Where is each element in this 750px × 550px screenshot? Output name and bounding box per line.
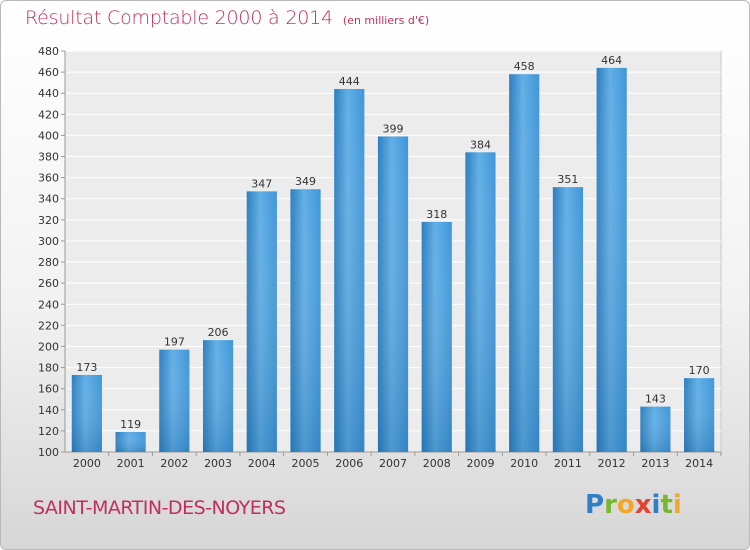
bar-shade (509, 74, 540, 452)
y-tick-label: 460 (38, 66, 59, 79)
y-tick-label: 180 (38, 362, 59, 375)
y-tick-label: 260 (38, 277, 59, 290)
bar-shade (377, 136, 409, 452)
data-label: 318 (426, 208, 447, 221)
x-tick-label: 2006 (335, 457, 363, 470)
data-label: 351 (557, 173, 578, 186)
logo-letter: P (585, 490, 605, 520)
x-tick-label: 2001 (117, 457, 145, 470)
data-label: 173 (76, 361, 97, 374)
y-tick-label: 340 (38, 193, 59, 206)
y-tick-label: 360 (38, 172, 59, 185)
y-tick-label: 400 (38, 129, 59, 142)
data-label: 170 (689, 364, 710, 377)
data-label: 119 (120, 418, 141, 431)
y-tick-label: 480 (38, 45, 59, 58)
data-label: 143 (645, 393, 666, 406)
logo-letter: r (604, 490, 617, 520)
bar-shade (640, 406, 671, 452)
logo-letter: i (651, 490, 661, 520)
y-tick-label: 160 (38, 383, 59, 396)
y-tick-label: 220 (38, 319, 59, 332)
title-row: Résultat Comptable 2000 à 2014 (en millie… (25, 7, 429, 29)
x-tick-label: 2014 (685, 457, 713, 470)
x-tick-label: 2000 (73, 457, 101, 470)
bar-shade (684, 378, 715, 452)
y-tick-label: 140 (38, 404, 59, 417)
y-tick-label: 120 (38, 425, 59, 438)
data-label: 399 (383, 122, 404, 135)
chart-subtitle: (en milliers d'€) (342, 14, 430, 27)
x-tick-label: 2009 (466, 457, 494, 470)
bar-shade (596, 67, 627, 452)
x-tick-label: 2008 (423, 457, 451, 470)
data-label: 206 (208, 326, 229, 339)
y-tick-label: 200 (38, 340, 59, 353)
logo-letter: t (660, 490, 673, 520)
y-tick-label: 280 (38, 256, 59, 269)
y-tick-label: 420 (38, 108, 59, 121)
logo-letter: i (672, 490, 682, 520)
x-tick-label: 2005 (292, 457, 320, 470)
bar-shade (159, 349, 190, 452)
data-label: 349 (295, 175, 316, 188)
bar-shade (552, 187, 584, 452)
data-label: 458 (514, 60, 535, 73)
data-label: 197 (164, 336, 185, 349)
bar-shade (246, 191, 277, 452)
y-tick-label: 320 (38, 214, 59, 227)
logo-letter: x (634, 490, 652, 520)
x-tick-label: 2007 (379, 457, 407, 470)
bar-shade (421, 221, 452, 452)
y-tick-label: 380 (38, 151, 59, 164)
proxiti-logo: Proxiti (585, 490, 682, 520)
x-tick-label: 2011 (554, 457, 582, 470)
bar-shade (202, 340, 234, 452)
x-tick-label: 2012 (598, 457, 626, 470)
x-tick-label: 2002 (160, 457, 188, 470)
logo-letter: o (616, 490, 635, 520)
x-tick-label: 2013 (641, 457, 669, 470)
data-label: 347 (251, 177, 272, 190)
x-tick-label: 2010 (510, 457, 538, 470)
bar-shade (290, 189, 321, 452)
chart-title: Résultat Comptable 2000 à 2014 (25, 7, 333, 29)
y-tick-label: 240 (38, 298, 59, 311)
commune-name: SAINT-MARTIN-DES-NOYERS (33, 497, 286, 519)
bar-shade (71, 374, 102, 452)
y-tick-label: 100 (38, 446, 59, 459)
data-label: 444 (339, 75, 360, 88)
data-label: 384 (470, 138, 491, 151)
bar-shade (115, 431, 146, 452)
data-label: 464 (601, 54, 622, 67)
x-tick-label: 2004 (248, 457, 276, 470)
y-tick-label: 300 (38, 235, 59, 248)
bar-shade (334, 88, 365, 452)
x-tick-label: 2003 (204, 457, 232, 470)
bar-shade (465, 152, 496, 452)
y-tick-label: 440 (38, 87, 59, 100)
